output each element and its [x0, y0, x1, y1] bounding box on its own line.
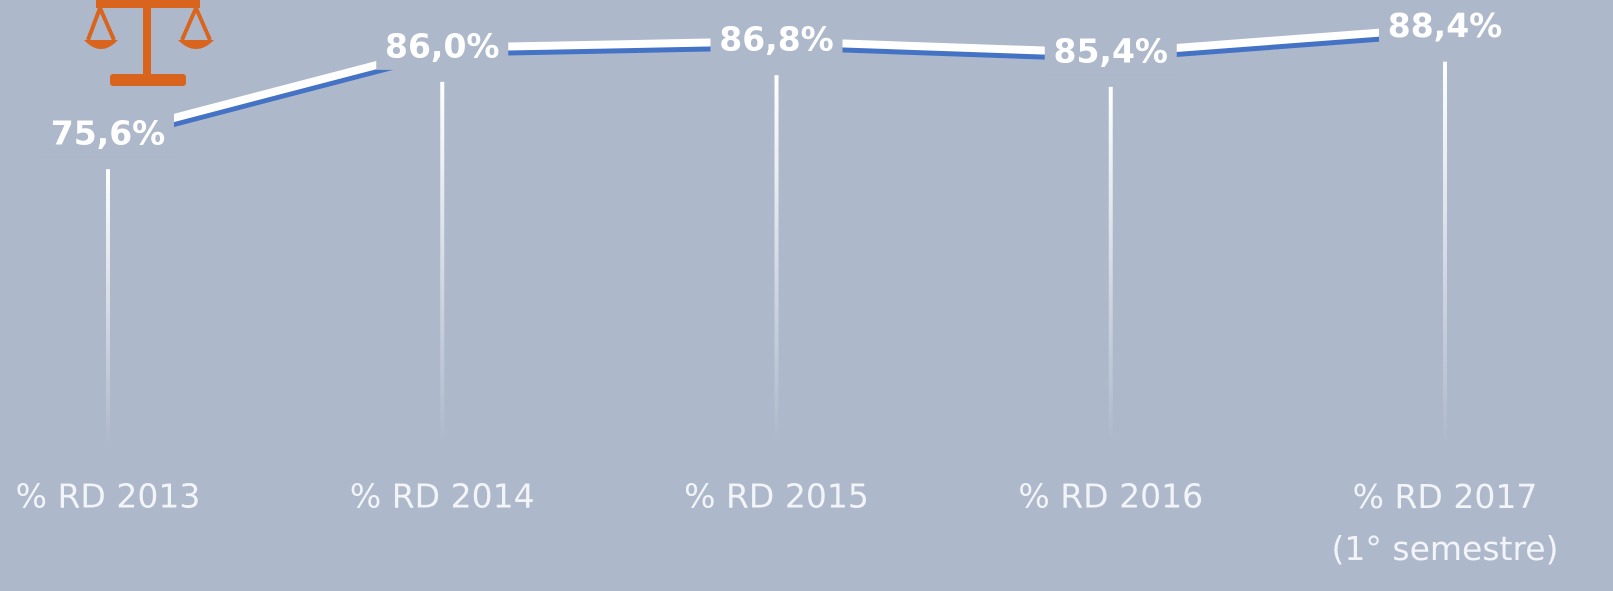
- drop-line: [440, 81, 445, 445]
- drop-line: [1108, 86, 1113, 445]
- label-background: [710, 19, 843, 64]
- data-label: 86,0%: [385, 26, 500, 65]
- x-tick-label: % RD 2014: [350, 477, 535, 516]
- x-tick-label: % RD 2013: [16, 477, 201, 516]
- drop-line: [1443, 61, 1447, 445]
- data-label: 75,6%: [51, 114, 166, 153]
- data-label: 88,4%: [1388, 6, 1503, 45]
- drop-line: [774, 75, 779, 445]
- x-tick-label: % RD 2015: [684, 477, 869, 516]
- label-background: [1044, 30, 1177, 75]
- label-background: [42, 113, 174, 158]
- x-tick-label: % RD 2016: [1018, 477, 1203, 516]
- data-label: 85,4%: [1054, 31, 1169, 70]
- label-background: [1379, 5, 1511, 50]
- data-label: 86,8%: [719, 20, 834, 59]
- x-tick-label: % RD 2017 (1° semestre): [1332, 477, 1559, 568]
- scale-icon: [84, 0, 214, 86]
- drop-line: [106, 169, 110, 445]
- label-background: [376, 25, 509, 70]
